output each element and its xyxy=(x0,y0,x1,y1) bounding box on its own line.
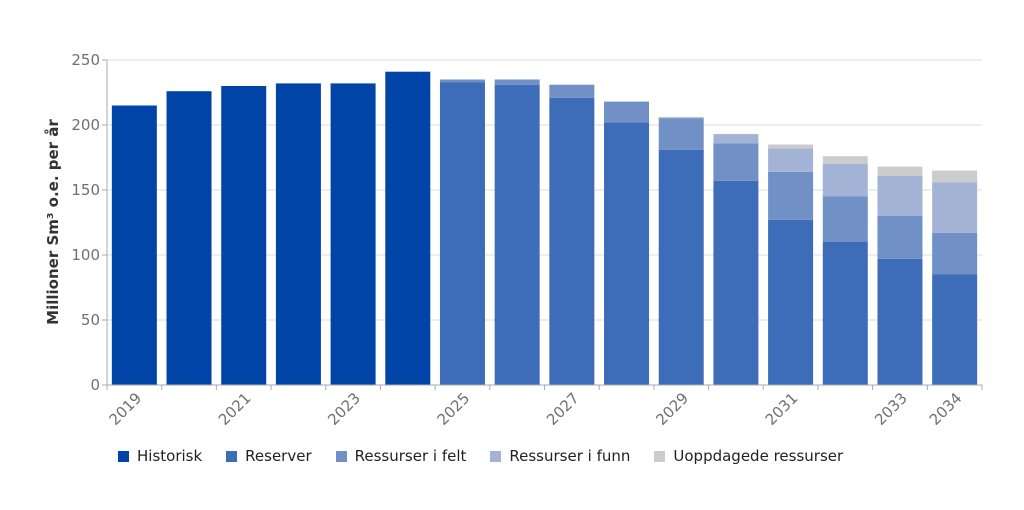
y-tick-label: 200 xyxy=(71,116,100,134)
legend-swatch xyxy=(118,450,129,462)
legend-item[interactable]: Ressurser i funn xyxy=(490,447,630,465)
legend-swatch xyxy=(654,450,666,462)
x-tick-label: 2034 xyxy=(926,389,966,429)
bar-segment xyxy=(494,79,540,85)
bar-segment xyxy=(713,143,759,181)
bar-segment xyxy=(768,171,814,220)
bar-segment xyxy=(768,219,814,385)
legend-item[interactable]: Uoppdagede ressurser xyxy=(654,447,843,465)
legend-swatch xyxy=(335,450,347,462)
legend-item[interactable]: Reserver xyxy=(226,447,312,465)
bar-segment xyxy=(877,175,923,216)
bar-segment xyxy=(494,84,540,385)
legend-swatch xyxy=(226,450,238,462)
bar-segment xyxy=(932,170,978,183)
y-axis-title: Millioner Sm³ o.e. per år xyxy=(44,119,62,325)
x-tick-label: 2027 xyxy=(543,389,583,429)
bar-segment xyxy=(385,71,431,385)
y-tick-label: 0 xyxy=(90,376,100,394)
y-tick-label: 250 xyxy=(71,51,100,69)
x-tick-label: 2019 xyxy=(105,389,145,429)
bar-segment xyxy=(549,97,595,385)
bar-segment xyxy=(221,86,267,385)
bar-segment xyxy=(877,216,923,259)
bar-segment xyxy=(658,149,704,385)
bar-segment xyxy=(822,164,868,197)
x-tick-label: 2025 xyxy=(434,389,474,429)
x-tick-label: 2033 xyxy=(871,389,911,429)
bar-segment xyxy=(166,91,212,385)
legend-item[interactable]: Historisk xyxy=(118,447,202,465)
bar-segment xyxy=(877,166,923,176)
bars xyxy=(111,71,978,386)
x-tick-label: 2023 xyxy=(324,389,364,429)
x-tick-label: 2021 xyxy=(215,389,255,429)
bar-segment xyxy=(658,118,704,150)
bar-segment xyxy=(604,101,650,123)
legend-item[interactable]: Ressurser i felt xyxy=(335,447,467,465)
bar-segment xyxy=(822,156,868,164)
bar-segment xyxy=(932,182,978,233)
bar-segment xyxy=(275,83,321,386)
legend-label: Ressurser i felt xyxy=(354,447,467,465)
bar-segment xyxy=(932,232,978,275)
legend-swatch xyxy=(490,450,502,462)
bar-segment xyxy=(330,83,376,386)
legend-label: Historisk xyxy=(137,447,203,465)
y-tick-label: 50 xyxy=(81,311,100,329)
bar-segment xyxy=(768,148,814,172)
bar-segment xyxy=(877,258,923,385)
legend-label: Ressurser i funn xyxy=(509,447,631,465)
legend-label: Uoppdagede ressurser xyxy=(673,447,844,465)
bar-segment xyxy=(822,196,868,242)
bar-segment xyxy=(932,274,978,385)
bar-segment xyxy=(111,105,157,385)
bar-segment xyxy=(549,84,595,98)
x-tick-label: 2031 xyxy=(762,389,802,429)
legend-label: Reserver xyxy=(245,447,312,465)
x-tick-label: 2029 xyxy=(652,389,692,429)
bar-segment xyxy=(439,79,485,83)
legend: Historisk Reserver Ressurser i felt Ressurs… xyxy=(118,447,843,465)
bar-segment xyxy=(768,144,814,149)
bar-segment xyxy=(439,82,485,385)
bar-segment xyxy=(713,180,759,385)
y-tick-label: 100 xyxy=(71,246,100,264)
y-tick-label: 150 xyxy=(71,181,100,199)
bar-segment xyxy=(713,134,759,144)
bar-segment xyxy=(604,122,650,386)
bar-segment xyxy=(658,117,704,119)
bar-segment xyxy=(822,242,868,385)
